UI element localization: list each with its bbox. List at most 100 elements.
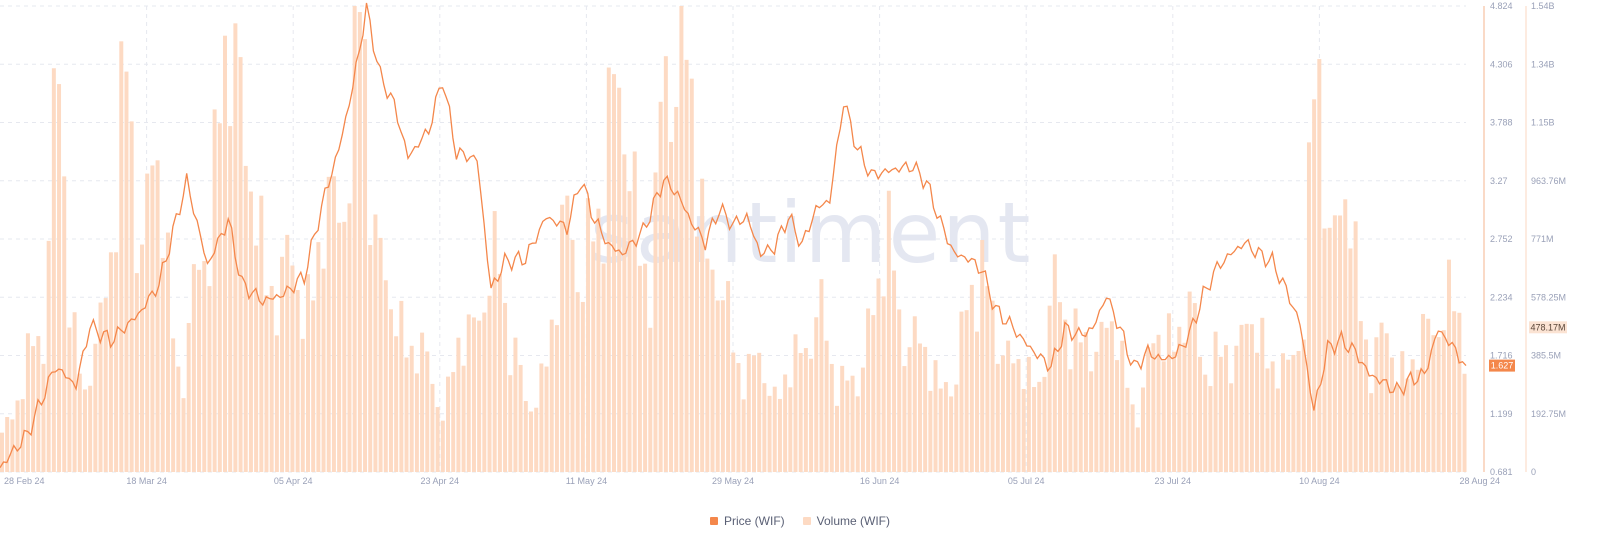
volume-bar xyxy=(269,285,274,472)
volume-bar xyxy=(684,59,689,472)
volume-bar xyxy=(793,334,798,472)
volume-bar xyxy=(1083,332,1088,472)
volume-bar xyxy=(1353,221,1358,472)
volume-bar xyxy=(1441,330,1446,472)
volume-bar xyxy=(1405,378,1410,472)
volume-bar xyxy=(207,286,212,472)
volume-bar xyxy=(1104,327,1109,472)
volume-bar xyxy=(606,67,611,472)
x-tick: 05 Apr 24 xyxy=(274,476,313,486)
volume-bar xyxy=(1213,331,1218,472)
volume-bar xyxy=(440,420,445,472)
volume-bar xyxy=(212,109,217,472)
volume-bar xyxy=(876,278,881,472)
volume-bar xyxy=(1166,313,1171,472)
volume-bar xyxy=(1047,305,1052,472)
volume-bar xyxy=(949,396,954,472)
volume-bar xyxy=(88,385,93,472)
volume-bar xyxy=(591,241,596,472)
y-price-tick: 3.788 xyxy=(1490,118,1513,128)
volume-bar xyxy=(720,300,725,472)
volume-bar xyxy=(1374,337,1379,472)
volume-bar xyxy=(601,263,606,472)
volume-series xyxy=(0,6,1467,473)
volume-bar xyxy=(1042,376,1047,472)
volume-bar xyxy=(746,353,751,472)
volume-bar xyxy=(197,269,202,472)
legend-item-price[interactable]: Price (WIF) xyxy=(710,513,785,529)
volume-bar xyxy=(824,340,829,472)
volume-bar xyxy=(565,195,570,472)
volume-bar xyxy=(731,352,736,472)
volume-bar xyxy=(1099,321,1104,472)
volume-bar xyxy=(342,221,347,472)
volume-bar xyxy=(466,314,471,472)
x-tick: 10 Aug 24 xyxy=(1299,476,1340,486)
volume-bar xyxy=(155,160,160,473)
volume-bar xyxy=(1218,356,1223,472)
legend-label-price: Price (WIF) xyxy=(724,514,785,528)
volume-bar xyxy=(954,384,959,472)
y-volume-tick: 1.15B xyxy=(1531,118,1555,128)
volume-badge xyxy=(1529,321,1567,334)
volume-bar xyxy=(809,358,814,472)
volume-bar xyxy=(352,6,357,472)
volume-bar xyxy=(637,265,642,472)
volume-bar xyxy=(1140,387,1145,472)
volume-bar xyxy=(233,23,238,472)
legend-item-volume[interactable]: Volume (WIF) xyxy=(802,513,890,529)
volume-bar xyxy=(1000,355,1005,472)
volume-bar xyxy=(108,252,113,472)
volume-bar xyxy=(1338,215,1343,472)
volume-bar xyxy=(1032,387,1037,472)
volume-bar xyxy=(1462,373,1467,472)
volume-bar xyxy=(741,399,746,472)
volume-bar xyxy=(586,198,591,472)
volume-bar xyxy=(399,300,404,472)
y-price-tick: 4.306 xyxy=(1490,59,1513,69)
volume-bar xyxy=(1208,386,1213,472)
volume-bar xyxy=(316,242,321,472)
volume-bar xyxy=(529,411,533,472)
volume-bar xyxy=(1130,404,1135,472)
volume-bar xyxy=(414,373,419,472)
y-volume-tick: 1.54B xyxy=(1531,1,1555,11)
volume-bar xyxy=(653,172,658,472)
volume-bar xyxy=(337,222,342,472)
volume-bar xyxy=(658,101,663,472)
y-price-tick: 0.681 xyxy=(1490,467,1513,477)
volume-bar xyxy=(1348,248,1353,472)
volume-bar xyxy=(72,312,77,472)
volume-bar xyxy=(632,151,637,472)
price-series xyxy=(0,2,1467,468)
volume-bar xyxy=(51,68,56,472)
volume-bar xyxy=(25,333,30,472)
volume-bar xyxy=(1037,381,1042,472)
volume-bar xyxy=(834,405,839,472)
volume-bar xyxy=(736,363,741,472)
volume-bar xyxy=(757,352,762,472)
volume-bar xyxy=(1011,363,1016,472)
volume-bar xyxy=(871,315,876,472)
volume-bar xyxy=(363,39,368,473)
volume-bar xyxy=(1094,351,1099,472)
volume-bar xyxy=(1332,215,1337,472)
y-price-tick: 4.824 xyxy=(1490,1,1513,11)
volume-bar xyxy=(923,346,928,472)
volume-bar xyxy=(1275,388,1280,472)
volume-bar xyxy=(305,274,310,472)
volume-bar xyxy=(985,286,990,472)
y-volume-tick: 963.76M xyxy=(1531,176,1566,186)
volume-bar xyxy=(1089,371,1094,472)
volume-bar xyxy=(1286,359,1291,472)
volume-bar xyxy=(497,273,502,472)
volume-bar xyxy=(129,121,134,472)
volume-bar xyxy=(762,383,767,472)
volume-bar xyxy=(975,331,980,472)
volume-bar xyxy=(451,372,456,472)
volume-bar xyxy=(217,123,222,472)
volume-bar xyxy=(15,400,20,472)
volume-bar xyxy=(648,327,653,472)
volume-bar xyxy=(1052,254,1057,472)
